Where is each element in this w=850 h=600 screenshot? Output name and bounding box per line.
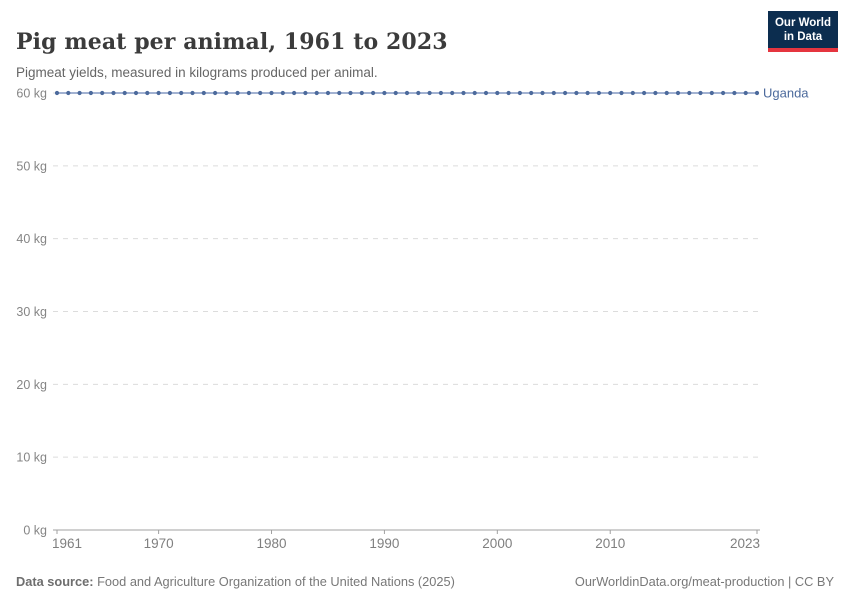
data-point[interactable] [427,90,432,96]
data-point[interactable] [404,90,410,96]
y-tick-label: 10 kg [16,451,47,465]
data-point[interactable] [167,90,172,96]
data-point[interactable] [461,90,466,96]
data-point[interactable] [224,90,229,96]
x-tick-label: 2023 [730,536,760,551]
data-point[interactable] [382,90,387,96]
x-tick-label: 1970 [144,536,174,551]
x-tick-label: 1961 [52,536,82,551]
data-point[interactable] [630,90,635,96]
data-point[interactable] [190,90,195,96]
data-point[interactable] [506,90,511,96]
chart-footer: Data source: Food and Agriculture Organi… [16,574,834,589]
y-tick-label: 40 kg [16,232,47,246]
data-point[interactable] [66,90,71,96]
data-point[interactable] [292,90,297,96]
data-point[interactable] [280,90,285,96]
x-tick-label: 2010 [595,536,625,551]
data-point[interactable] [54,90,60,96]
data-point[interactable] [653,90,658,96]
data-point[interactable] [642,90,647,96]
data-point[interactable] [483,90,489,96]
data-point[interactable] [179,90,184,96]
data-point[interactable] [133,90,139,96]
owid-logo-line1: Our World [774,17,831,29]
data-source-value: Food and Agriculture Organization of the… [97,574,455,589]
data-point[interactable] [551,90,556,96]
data-point[interactable] [596,90,602,96]
series-entity-label[interactable]: Uganda [763,86,809,101]
data-point[interactable] [709,90,714,96]
credit-link[interactable]: OurWorldinData.org/meat-production | CC … [574,574,834,589]
y-tick-label: 20 kg [16,378,47,392]
data-point[interactable] [619,90,624,96]
data-point[interactable] [529,90,534,96]
data-point[interactable] [563,90,568,96]
y-tick-label: 60 kg [16,87,47,101]
data-point[interactable] [687,90,692,96]
data-point[interactable] [517,90,523,96]
y-tick-label: 0 kg [23,524,47,538]
data-point[interactable] [348,90,353,96]
data-point[interactable] [100,90,105,96]
data-point[interactable] [359,90,364,96]
data-source: Data source: Food and Agriculture Organi… [16,574,455,589]
data-point[interactable] [246,90,251,96]
data-point[interactable] [721,90,726,96]
data-source-label: Data source: [16,574,94,589]
data-point[interactable] [743,90,748,96]
owid-logo-line2: in Data [783,31,823,43]
data-point[interactable] [122,90,127,96]
x-tick-label: 2000 [482,536,512,551]
x-tick-label: 1980 [256,536,286,551]
data-point[interactable] [450,90,455,96]
owid-logo[interactable]: Our World in Data [768,11,838,52]
data-point[interactable] [754,90,760,96]
data-point[interactable] [438,90,443,96]
chart-subtitle: Pigmeat yields, measured in kilograms pr… [16,64,378,80]
data-point[interactable] [235,90,240,96]
chart-title: Pig meat per animal, 1961 to 2023 [16,28,448,55]
data-point[interactable] [269,90,274,96]
data-point[interactable] [698,90,703,96]
y-tick-label: 50 kg [16,159,47,173]
y-tick-label: 30 kg [16,305,47,319]
data-point[interactable] [472,90,477,96]
x-tick-label: 1990 [369,536,399,551]
data-point[interactable] [77,90,82,96]
data-point[interactable] [608,90,613,96]
data-point[interactable] [88,90,93,96]
data-point[interactable] [314,90,319,96]
data-point[interactable] [495,90,500,96]
data-point[interactable] [111,90,116,96]
data-point[interactable] [303,90,308,96]
data-point[interactable] [201,90,206,96]
data-point[interactable] [675,90,681,96]
data-point[interactable] [574,90,579,96]
data-point[interactable] [416,90,421,96]
data-point[interactable] [325,90,331,96]
data-point[interactable] [145,90,150,96]
data-point[interactable] [540,90,545,96]
data-point[interactable] [337,90,342,96]
data-point[interactable] [213,90,218,96]
data-point[interactable] [258,90,263,96]
data-point[interactable] [371,90,376,96]
data-point[interactable] [393,90,398,96]
data-point[interactable] [585,90,590,96]
data-point[interactable] [664,90,669,96]
data-point[interactable] [156,90,161,96]
data-point[interactable] [732,90,737,96]
